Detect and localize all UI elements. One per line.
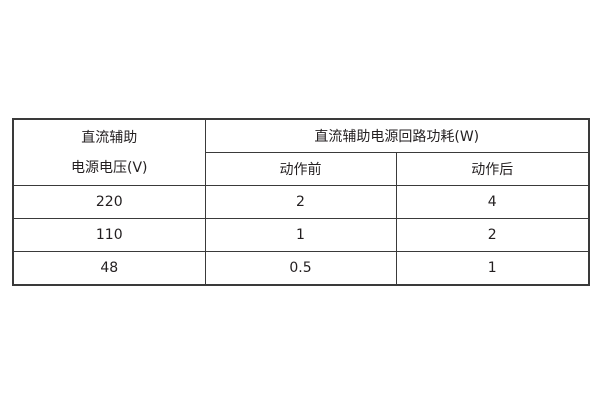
voltage-cell: 110 [12, 218, 206, 252]
header-row: 直流辅助 电源电压(V) 直流辅助电源回路功耗(W) [12, 118, 590, 186]
before-cell: 0.5 [204, 251, 397, 286]
table-row: 220 2 4 [12, 185, 590, 219]
voltage-header-line2: 电源电压(V) [70, 159, 148, 176]
voltage-header-line1: 直流辅助 [81, 129, 138, 146]
voltage-cell: 220 [12, 185, 206, 219]
before-cell: 2 [204, 185, 397, 219]
before-cell: 1 [204, 218, 397, 252]
table-row: 110 1 2 [12, 218, 590, 252]
voltage-header: 直流辅助 电源电压(V) [12, 118, 206, 186]
after-cell: 1 [395, 251, 590, 286]
after-cell: 4 [395, 185, 590, 219]
before-header: 动作前 [204, 152, 397, 186]
voltage-cell: 48 [12, 251, 206, 286]
table-row: 48 0.5 1 [12, 251, 590, 286]
after-header: 动作后 [395, 152, 590, 186]
subheader-row: 动作前 动作后 [13, 152, 590, 186]
after-cell: 2 [395, 218, 590, 252]
power-group-header: 直流辅助电源回路功耗(W) [204, 118, 590, 153]
power-consumption-table: 直流辅助 电源电压(V) 直流辅助电源回路功耗(W) 动作前 动作后 220 2… [12, 118, 590, 286]
